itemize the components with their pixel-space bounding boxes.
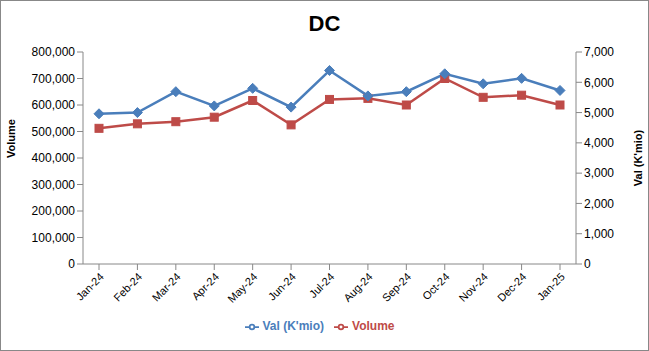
svg-text:3,000: 3,000	[584, 166, 614, 180]
svg-text:400,000: 400,000	[32, 151, 76, 165]
html-text:Volume: Volume	[352, 319, 395, 333]
svg-text:Sep-24: Sep-24	[380, 270, 414, 304]
html-text:DC: DC	[308, 11, 341, 36]
svg-text:300,000: 300,000	[32, 178, 76, 192]
svg-text:2,000: 2,000	[584, 197, 614, 211]
svg-text:Oct-24: Oct-24	[420, 270, 452, 302]
svg-text:4,000: 4,000	[584, 136, 614, 150]
svg-text:Dec-24: Dec-24	[495, 270, 529, 304]
svg-text:7,000: 7,000	[584, 45, 614, 59]
html-text:Val (K'mio): Val (K'mio)	[262, 319, 324, 333]
svg-text:Nov-24: Nov-24	[457, 270, 491, 304]
svg-text:Mar-24: Mar-24	[150, 270, 183, 303]
svg-text:Aug-24: Aug-24	[341, 270, 375, 304]
svg-text:1,000: 1,000	[584, 227, 614, 241]
svg-text:Feb-24: Feb-24	[111, 270, 144, 303]
svg-text:0: 0	[68, 257, 75, 271]
svg-text:100,000: 100,000	[32, 231, 76, 245]
svg-text:600,000: 600,000	[32, 98, 76, 112]
svg-text:200,000: 200,000	[32, 204, 76, 218]
svg-text:500,000: 500,000	[32, 125, 76, 139]
svg-text:800,000: 800,000	[32, 45, 76, 59]
svg-text:700,000: 700,000	[32, 72, 76, 86]
svg-text:Jan-25: Jan-25	[535, 270, 567, 302]
svg-text:May-24: May-24	[225, 270, 259, 304]
svg-text:0: 0	[584, 257, 591, 271]
svg-text:Val (K'mio): Val (K'mio)	[632, 129, 641, 186]
svg-text:6,000: 6,000	[584, 76, 614, 90]
svg-text:5,000: 5,000	[584, 106, 614, 120]
svg-text:Jan-24: Jan-24	[74, 270, 106, 302]
svg-text:Volume: Volume	[8, 119, 17, 158]
svg-text:Apr-24: Apr-24	[189, 270, 221, 302]
svg-text:Jul-24: Jul-24	[307, 270, 337, 300]
svg-text:Jun-24: Jun-24	[266, 270, 298, 302]
